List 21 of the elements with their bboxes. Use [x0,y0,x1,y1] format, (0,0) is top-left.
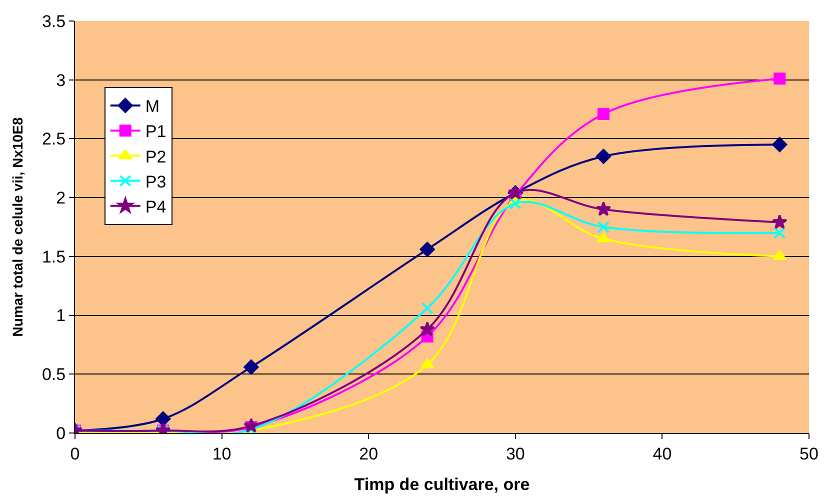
x-tick-label: 50 [800,444,818,464]
legend-label: P4 [145,198,166,216]
y-tick-label: 2.5 [42,130,66,149]
y-tick-label: 2 [56,188,66,208]
x-tick-label: 20 [359,444,378,464]
legend-label: P3 [145,172,166,192]
y-tick-label: 3.5 [42,12,66,31]
y-axis-title: Numar total de celule vii, Nx10E8 [10,117,26,337]
y-tick-label: 0 [56,424,66,443]
y-tick-label: 1 [56,306,66,326]
legend-label: P2 [145,147,166,166]
x-tick-label: 40 [652,444,672,464]
y-tick-label: 1.5 [42,247,66,266]
x-tick-label: 30 [506,444,525,464]
y-tick-label: 0.5 [42,365,66,384]
x-axis-title: Timp de cultivare, ore [354,474,530,494]
legend-label: M [145,97,160,116]
legend-label: P1 [145,122,166,142]
y-tick-label: 3 [56,70,66,90]
x-tick-label: 10 [212,444,232,464]
x-tick-label: 0 [70,444,80,464]
